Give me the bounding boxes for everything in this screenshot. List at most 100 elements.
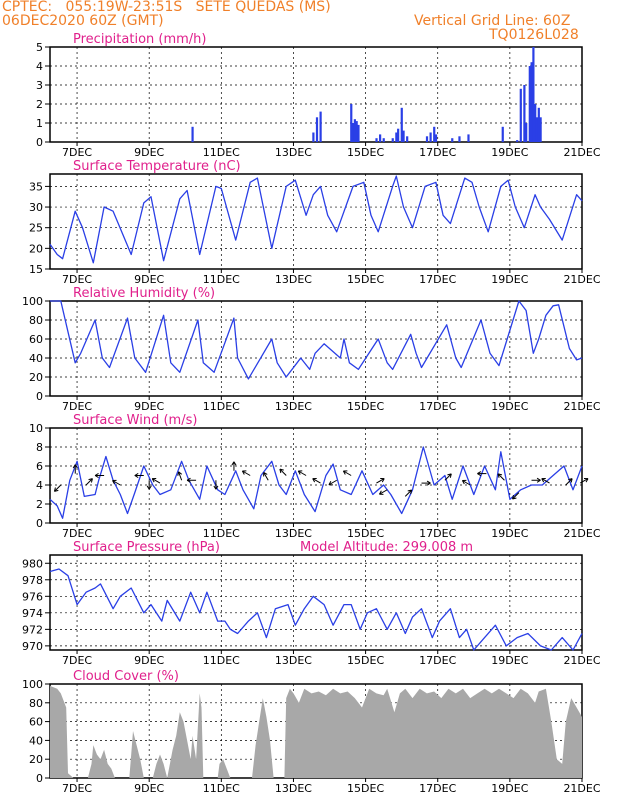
wind-vector-head — [279, 468, 284, 471]
wind-vector-head — [53, 487, 56, 492]
y-tick-label: 80 — [29, 697, 43, 710]
precip-bar — [434, 134, 438, 142]
precip-bar — [516, 140, 519, 142]
x-tick-label: 19DEC — [491, 400, 528, 413]
wind-vector-head — [477, 471, 482, 475]
wind-vector-head — [112, 480, 115, 485]
y-tick-label: 980 — [22, 557, 43, 570]
wind-vector-shaft — [85, 478, 93, 486]
wind-vector-head — [536, 477, 541, 481]
precip-bar — [433, 126, 436, 142]
precip-bar — [315, 117, 319, 142]
y-tick-label: 60 — [29, 716, 43, 729]
cloud-cover-area — [50, 685, 582, 778]
x-tick-label: 21DEC — [563, 527, 600, 540]
wind-vector-shaft — [579, 478, 589, 484]
precip-bar — [351, 123, 355, 142]
x-tick-label: 13DEC — [275, 782, 312, 795]
x-tick-label: 13DEC — [275, 400, 312, 413]
x-tick-label: 17DEC — [419, 146, 456, 159]
wind-vector — [297, 470, 307, 476]
precip-bar — [191, 126, 194, 142]
precip-bar — [535, 117, 539, 142]
y-tick-label: 15 — [29, 263, 43, 276]
x-tick-label: 11DEC — [203, 527, 240, 540]
wind-vector — [146, 480, 152, 490]
wind-vector-head — [449, 473, 452, 478]
panel-title-precipitation: Precipitation (mm/h) — [73, 32, 206, 47]
x-tick-label: 19DEC — [491, 654, 528, 667]
y-tick-label: 978 — [22, 574, 43, 587]
wind-vector-shaft — [512, 492, 520, 500]
precip-bar — [523, 85, 526, 142]
wind-vector — [497, 473, 505, 481]
wind-vector-shaft — [279, 468, 287, 476]
wind-vector-head — [512, 494, 514, 500]
wind-vector-shaft — [298, 470, 307, 476]
y-tick-label: 5 — [36, 41, 43, 54]
x-tick-label: 17DEC — [419, 527, 456, 540]
panel-pressure: 970 972 974 976 978 980 7DEC 9DEC 11DEC 13DEC 15DE… — [22, 540, 601, 667]
wind-vector-shaft — [343, 470, 352, 476]
x-tick-label: 7DEC — [62, 400, 92, 413]
x-tick-label: 11DEC — [203, 782, 240, 795]
wind-vector-shaft — [151, 478, 161, 484]
wind-vector-shaft — [497, 473, 505, 481]
x-tick-label: 9DEC — [134, 273, 164, 286]
wind-vector-head — [231, 461, 235, 466]
wind-vector — [53, 484, 62, 492]
x-tick-label: 13DEC — [275, 654, 312, 667]
wind-vector-shaft — [312, 478, 321, 484]
wind-vector — [342, 470, 352, 476]
wind-vector-shaft — [541, 478, 550, 484]
wind-vector-head — [74, 464, 78, 469]
precip-bar — [402, 130, 405, 142]
y-tick-label: 0 — [36, 772, 43, 785]
precip-bar — [357, 124, 360, 142]
pressure-line — [49, 568, 583, 651]
wind-vector — [461, 479, 471, 486]
precip-bar — [400, 107, 403, 142]
wind-vector-head — [461, 480, 465, 485]
wind-vector — [541, 478, 550, 484]
panel-frame — [49, 554, 583, 651]
wind-vector-shaft — [263, 472, 269, 481]
wind-vector — [579, 478, 589, 484]
wind-vector-head — [94, 475, 99, 478]
wind-vector-head — [54, 489, 59, 492]
x-tick-label: 7DEC — [62, 654, 92, 667]
panel-precipitation: 0 1 2 3 4 5 7DEC 9DEC 11DEC 13DEC 15DEC 17DEC 19DEC 2… — [36, 32, 601, 159]
panel-frame — [49, 173, 583, 270]
y-tick-label: 25 — [29, 222, 43, 235]
header-grid-note: Vertical Grid Line: 60Z — [414, 13, 571, 29]
wind-vector-head — [186, 479, 191, 483]
wind-vector-shaft — [376, 478, 385, 484]
wind-vector-head — [178, 471, 182, 475]
wind-vector-head — [241, 470, 245, 475]
wind-vector — [85, 478, 93, 486]
wind-vector — [531, 477, 541, 483]
wind-vector-shaft — [54, 484, 62, 492]
x-tick-label: 19DEC — [491, 527, 528, 540]
wind-vector-head — [568, 478, 573, 481]
precip-bar — [532, 47, 535, 142]
wind-vector-shaft — [242, 470, 251, 476]
y-tick-label: 30 — [29, 201, 43, 214]
precip-bar — [519, 88, 522, 142]
y-tick-label: 974 — [22, 607, 43, 620]
wind-vector-shaft — [112, 480, 121, 486]
panel-frame — [49, 300, 583, 397]
x-tick-label: 17DEC — [419, 400, 456, 413]
wind-vector-head — [186, 477, 191, 481]
wind-vector-head — [146, 485, 150, 490]
x-tick-label: 19DEC — [491, 146, 528, 159]
x-tick-label: 7DEC — [62, 782, 92, 795]
wind-vector — [328, 479, 337, 486]
wind-vector-head — [233, 461, 237, 466]
panel-humidity: 0 20 40 60 80 100 7DEC 9DEC 11DEC 13DEC 15DEC 17DEC… — [22, 286, 601, 413]
wind-vector — [241, 470, 251, 476]
wind-vector-head — [328, 481, 332, 485]
wind-vector — [376, 478, 385, 484]
y-tick-label: 40 — [29, 352, 43, 365]
